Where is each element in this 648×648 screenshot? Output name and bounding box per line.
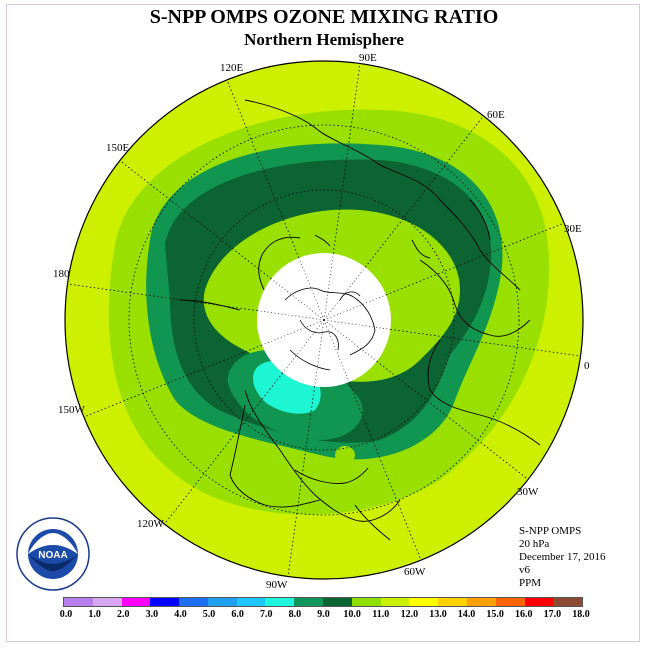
info-version: v6: [519, 564, 530, 576]
colorbar-swatch: [351, 598, 381, 606]
meridian-line: [385, 222, 565, 296]
cap-meridian-line: [323, 294, 387, 321]
meridian-line: [287, 386, 316, 577]
lon-label-120w: 120W: [137, 518, 164, 530]
cap-meridian-line: [314, 319, 325, 387]
colorbar-tick-label: 6.0: [231, 609, 244, 620]
colorbar-tick-label: 12.0: [400, 609, 419, 620]
page-subtitle: Northern Hemisphere: [244, 30, 404, 49]
meridian-line: [67, 283, 258, 312]
cap-meridian-line: [282, 319, 325, 373]
colorbar-tick-label: 14.0: [457, 609, 476, 620]
colorbar-swatch: [524, 598, 554, 606]
lon-label-0: 0: [584, 360, 590, 372]
page-title: S-NPP OMPS OZONE MIXING RATIO: [149, 6, 499, 28]
colorbar-tick-label: 2.0: [116, 609, 130, 620]
colorbar-tick-label: 9.0: [317, 609, 330, 620]
colorbar-swatch: [323, 598, 352, 606]
cap-meridian-line: [271, 278, 325, 321]
colorbar: [63, 597, 583, 607]
cap-meridian-line: [257, 310, 325, 321]
colorbar-ticks: 0.0 1.0 2.0 3.0 4.0 5.0 6.0 7.0 8.0 9.0 10.0 11.0 12…: [0, 609, 648, 623]
colorbar-swatch: [553, 598, 583, 606]
colorbar-swatch: [294, 598, 324, 606]
lon-label-90w: 90W: [266, 579, 288, 591]
colorbar-tick-label: 8.0: [288, 609, 302, 620]
meridian-line: [164, 372, 284, 525]
colorbar-swatch: [121, 598, 151, 606]
cap-meridian-line: [323, 319, 377, 362]
meridian-line: [226, 79, 300, 259]
info-units: PPM: [519, 577, 542, 589]
ozone-light-patch-2: [381, 239, 409, 251]
lon-label-150e: 150E: [106, 142, 130, 154]
noaa-logo: NOAA: [16, 517, 90, 591]
colorbar-tick-label: 16.0: [515, 609, 533, 620]
colorbar-swatch: [466, 598, 496, 606]
lon-label-30e: 30E: [564, 223, 582, 235]
cap-meridian-line: [323, 319, 391, 330]
colorbar-swatch: [409, 598, 439, 606]
colorbar-tick-label: 4.0: [174, 609, 187, 620]
lon-label-120e: 120E: [220, 62, 244, 74]
colorbar-swatch: [92, 598, 122, 606]
colorbar-swatch: [380, 598, 410, 606]
colorbar-tick-label: 18.0: [572, 609, 590, 620]
lon-label-90e: 90E: [359, 52, 377, 64]
meridian-line: [376, 360, 529, 480]
lon-label-180: 180: [53, 268, 70, 280]
meridian-line: [332, 63, 361, 254]
colorbar-swatch: [265, 598, 295, 606]
colorbar-swatch: [207, 598, 237, 606]
lon-label-60e: 60E: [487, 109, 505, 121]
info-block: S-NPP OMPS 20 hPa December 17, 2016 v6 P…: [519, 525, 605, 590]
colorbar-swatch: [179, 598, 208, 606]
meridian-line: [119, 160, 272, 280]
lon-label-60w: 60W: [404, 566, 426, 578]
colorbar-tick-label: 3.0: [145, 609, 159, 620]
colorbar-swatch: [150, 598, 180, 606]
colorbar-tick-label: 0.0: [59, 609, 73, 620]
colorbar-tick-label: 5.0: [202, 609, 216, 620]
colorbar-tick-label: 13.0: [429, 609, 447, 620]
meridian-line: [364, 115, 484, 268]
colorbar-swatch: [438, 598, 467, 606]
colorbar-swatch: [236, 598, 266, 606]
cap-meridian-line: [323, 319, 350, 383]
meridian-line: [348, 381, 422, 561]
lon-label-30w: 30W: [517, 486, 539, 498]
colorbar-swatch: [495, 598, 525, 606]
figure-frame: [6, 4, 640, 642]
meridians: [67, 63, 581, 577]
cap-meridian-line: [323, 267, 366, 321]
colorbar-tick-label: 17.0: [543, 609, 562, 620]
cap-meridian-line: [261, 319, 325, 346]
colorbar-tick-label: 10.0: [343, 609, 361, 620]
colorbar-tick-label: 11.0: [372, 609, 390, 620]
map-outline: [64, 60, 584, 580]
info-date: December 17, 2016: [519, 551, 606, 563]
ozone-light-patch: [335, 446, 355, 464]
noaa-logo-text: NOAA: [38, 550, 67, 561]
colorbar-tick-label: 7.0: [260, 609, 273, 620]
colorbar-tick-label: 1.0: [88, 609, 101, 620]
colorbar-tick-label: 15.0: [486, 609, 504, 620]
meridian-line: [83, 344, 263, 418]
info-level: 20 hPa: [519, 538, 550, 550]
cap-meridian-line: [298, 257, 325, 321]
meridian-line: [390, 328, 581, 357]
polar-cap-graticule: [257, 253, 391, 387]
colorbar-swatch: [64, 598, 93, 606]
cap-meridian-line: [323, 253, 334, 321]
lon-label-150w: 150W: [58, 404, 85, 416]
info-instrument: S-NPP OMPS: [519, 525, 582, 537]
